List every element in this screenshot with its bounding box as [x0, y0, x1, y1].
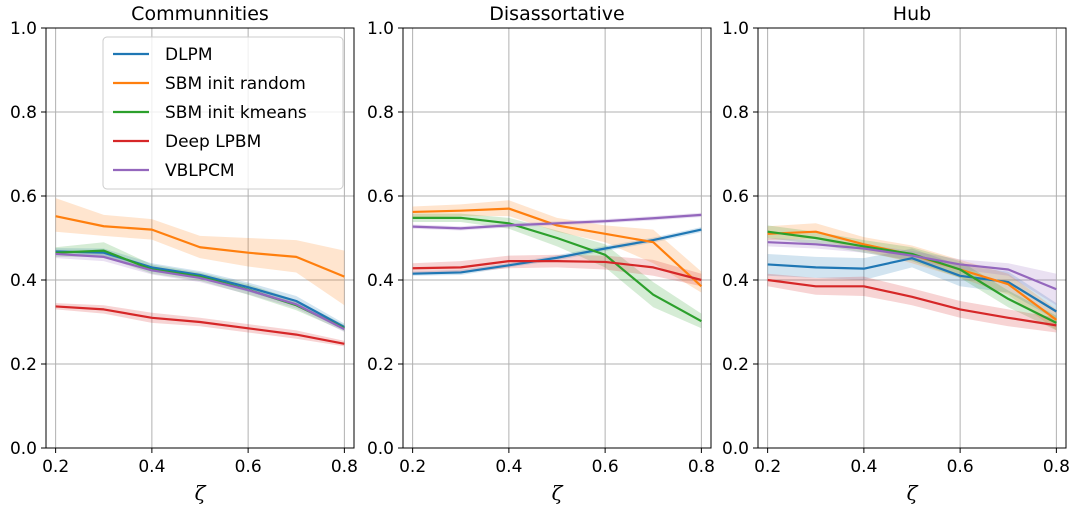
series-line-sbm-init-kmeans — [767, 230, 1057, 324]
series-line-vblpcm — [767, 241, 1057, 291]
band-vblpcm — [55, 249, 345, 333]
y-tick-label: 0.6 — [367, 187, 394, 207]
series-line-dlpm — [55, 250, 345, 329]
band-vblpcm — [767, 238, 1057, 306]
x-axis-label: ζ — [552, 481, 564, 505]
y-tick-label: 0.6 — [10, 187, 37, 207]
legend-box — [102, 36, 344, 190]
y-tick-label: 1.0 — [367, 19, 394, 39]
series-line-vblpcm — [55, 252, 345, 331]
legend: DLPM SBM init random SBM init kmeans Deep L… — [102, 36, 344, 190]
y-tick-label: 1.0 — [10, 19, 37, 39]
legend-entry: DLPM — [165, 45, 212, 65]
x-tick-label: 0.6 — [235, 457, 262, 477]
x-tick-label: 0.4 — [495, 457, 522, 477]
y-tick-label: 0.8 — [722, 103, 749, 123]
x-tick-label: 0.2 — [42, 457, 69, 477]
band-sbm-init-kmeans — [412, 213, 702, 329]
series-line-deep-lpbm — [412, 260, 702, 282]
band-dlpm — [767, 248, 1057, 320]
y-tick-label: 0.0 — [367, 439, 394, 459]
x-axis-label: ζ — [907, 481, 919, 505]
series-line-sbm-init-random — [412, 207, 703, 288]
x-axis-label: ζ — [195, 481, 207, 505]
band-deep-lpbm — [767, 273, 1057, 333]
chart-title: Hub — [893, 3, 931, 25]
plot-frame — [402, 27, 712, 449]
x-tick-label: 0.8 — [1043, 457, 1070, 477]
y-tick-label: 0.0 — [722, 439, 749, 459]
legend-entry: Deep LPBM — [165, 132, 261, 152]
y-tick-label: 0.4 — [367, 271, 394, 291]
band-sbm-init-random — [412, 200, 702, 293]
chart-panel-1: 0.2 0.4 0.6 0.80.00.20.40.60.81.0Disassorta… — [367, 3, 715, 505]
chart-title: Disassortative — [489, 3, 624, 25]
y-tick-label: 0.8 — [10, 103, 37, 123]
legend-entry: VBLPCM — [165, 161, 235, 181]
series-line-vblpcm — [412, 213, 702, 230]
x-tick-label: 0.8 — [331, 457, 358, 477]
x-tick-label: 0.6 — [947, 457, 974, 477]
chart-panel-0: 0.2 0.4 0.6 0.80.00.20.40.60.81.0Communniti… — [10, 3, 358, 505]
plot-frame — [757, 27, 1067, 449]
y-tick-label: 0.2 — [722, 355, 749, 375]
y-tick-label: 0.4 — [722, 271, 749, 291]
x-tick-label: 0.2 — [399, 457, 426, 477]
band-sbm-init-random — [55, 198, 345, 306]
y-tick-label: 0.0 — [10, 439, 37, 459]
legend-entry: SBM init random — [165, 74, 306, 94]
series-line-deep-lpbm — [767, 278, 1057, 327]
x-tick-label: 0.8 — [688, 457, 715, 477]
legend-entry: SBM init kmeans — [165, 103, 307, 123]
band-dlpm — [412, 227, 702, 276]
band-deep-lpbm — [412, 254, 702, 287]
series-line-sbm-init-kmeans — [412, 216, 702, 323]
y-tick-label: 0.6 — [722, 187, 749, 207]
x-tick-label: 0.4 — [850, 457, 877, 477]
y-tick-label: 0.2 — [367, 355, 394, 375]
series-line-dlpm — [767, 257, 1057, 313]
plot-frame — [45, 27, 355, 449]
y-tick-label: 1.0 — [722, 19, 749, 39]
y-tick-label: 0.4 — [10, 271, 37, 291]
y-tick-label: 0.2 — [10, 355, 37, 375]
x-tick-label: 0.4 — [138, 457, 165, 477]
series-line-dlpm — [412, 228, 702, 275]
chart-title: Communnities — [131, 3, 269, 25]
band-sbm-init-random — [767, 223, 1057, 331]
series-line-sbm-init-random — [55, 215, 345, 278]
x-tick-label: 0.6 — [592, 457, 619, 477]
series-line-deep-lpbm — [55, 305, 345, 345]
y-tick-label: 0.8 — [367, 103, 394, 123]
x-tick-label: 0.2 — [754, 457, 781, 477]
